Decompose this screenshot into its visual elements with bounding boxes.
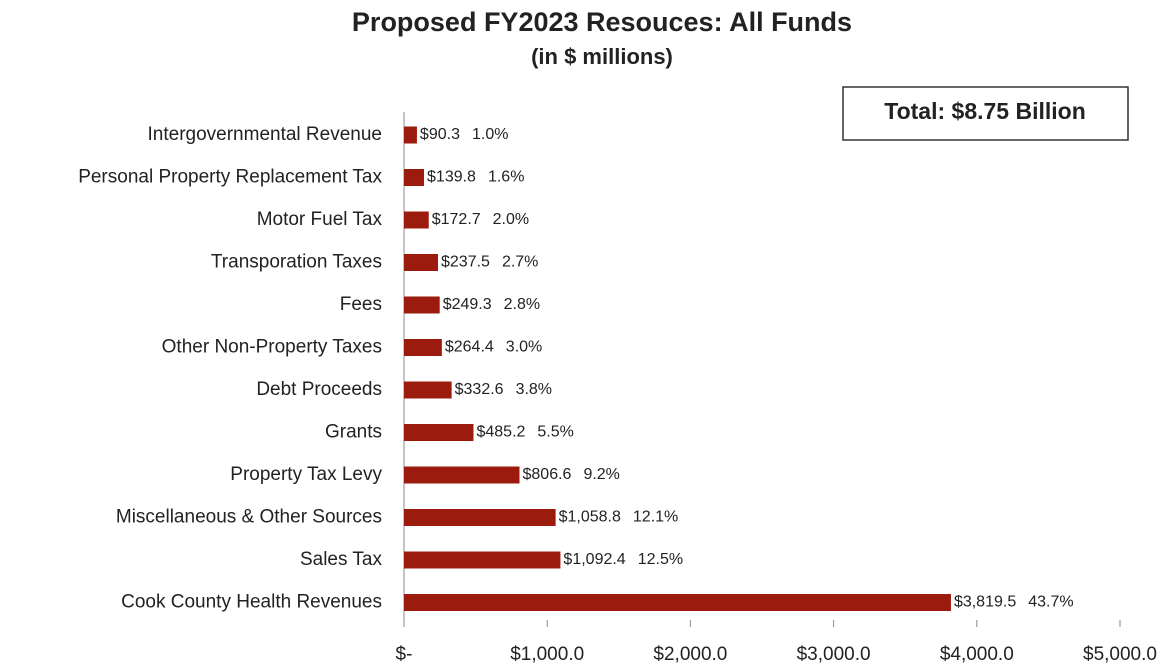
share-label: 12.1%: [633, 509, 678, 526]
value-label: $1,058.8: [559, 509, 621, 526]
value-label: $139.8: [427, 169, 476, 186]
value-label: $172.7: [432, 211, 481, 228]
share-label: 9.2%: [583, 466, 619, 483]
share-label: 2.7%: [502, 254, 538, 271]
value-label: $332.6: [455, 381, 504, 398]
y-tick-label: Other Non-Property Taxes: [162, 337, 382, 358]
bar: [404, 211, 429, 229]
y-tick-label: Cook County Health Revenues: [121, 592, 382, 613]
y-tick-label: Miscellaneous & Other Sources: [116, 507, 382, 528]
share-label: 1.0%: [472, 126, 508, 143]
share-label: 3.0%: [506, 339, 542, 356]
bar: [404, 381, 452, 399]
bar: [404, 169, 425, 186]
x-tick-label: $4,000.0: [940, 644, 1014, 665]
value-label: $485.2: [476, 424, 525, 441]
y-tick-label: Debt Proceeds: [256, 379, 382, 400]
y-tick-label: Intergovernmental Revenue: [148, 124, 382, 145]
bar: [404, 339, 442, 356]
share-label: 5.5%: [537, 424, 573, 441]
y-tick-label: Motor Fuel Tax: [257, 209, 383, 230]
share-label: 12.5%: [638, 551, 683, 568]
x-tick-label: $3,000.0: [797, 644, 871, 665]
total-box: [842, 86, 1129, 141]
bar: [404, 551, 561, 569]
bar: [404, 424, 474, 441]
share-label: 1.6%: [488, 169, 524, 186]
value-label: $264.4: [445, 339, 494, 356]
total-annotation: Total: $8.75 Billion: [884, 98, 1086, 124]
x-tick-label: $-: [396, 644, 413, 665]
x-tick-label: $2,000.0: [653, 644, 727, 665]
value-label: $249.3: [443, 296, 492, 313]
share-label: 43.7%: [1028, 594, 1073, 611]
y-tick-label: Property Tax Levy: [230, 464, 382, 485]
share-label: 2.8%: [504, 296, 540, 313]
bar: [404, 594, 951, 611]
chart-title: Proposed FY2023 Resouces: All Funds: [352, 7, 852, 37]
y-tick-label: Personal Property Replacement Tax: [78, 167, 382, 188]
bar: [404, 509, 556, 526]
bar: [404, 126, 417, 144]
y-tick-label: Fees: [340, 294, 382, 315]
x-tick-label: $1,000.0: [510, 644, 584, 665]
y-tick-label: Grants: [325, 422, 382, 443]
share-label: 2.0%: [493, 211, 529, 228]
y-tick-label: Transporation Taxes: [211, 252, 382, 273]
value-label: $237.5: [441, 254, 490, 271]
x-tick-label: $5,000.0: [1083, 644, 1157, 665]
share-label: 3.8%: [516, 381, 552, 398]
value-label: $806.6: [523, 466, 572, 483]
value-label: $1,092.4: [563, 551, 625, 568]
chart-subtitle: (in $ millions): [531, 44, 673, 69]
bar: [404, 296, 440, 314]
value-label: $3,819.5: [954, 594, 1016, 611]
bar: [404, 254, 439, 271]
value-label: $90.3: [420, 126, 460, 143]
bar: [404, 466, 520, 484]
y-tick-label: Sales Tax: [300, 549, 383, 570]
